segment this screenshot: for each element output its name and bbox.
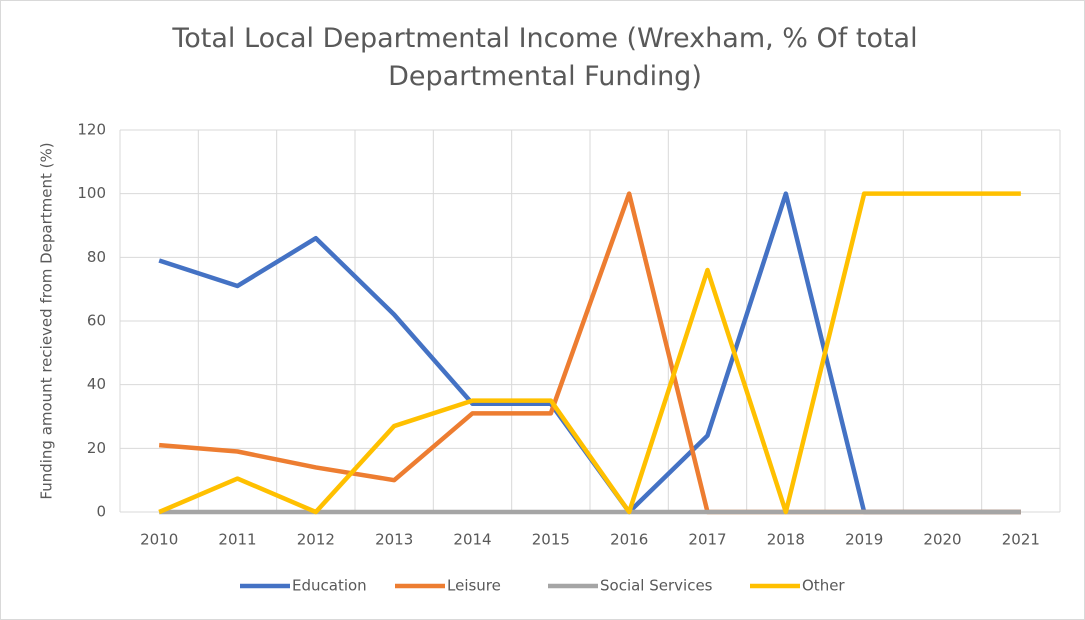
x-tick-label: 2010 bbox=[140, 531, 178, 549]
legend-label: Social Services bbox=[600, 577, 713, 595]
legend-label: Education bbox=[292, 577, 367, 595]
x-tick-label: 2013 bbox=[375, 531, 413, 549]
x-tick-label: 2015 bbox=[532, 531, 570, 549]
x-tick-label: 2020 bbox=[923, 531, 961, 549]
y-axis-label: Funding amount recieved from Department … bbox=[38, 142, 56, 499]
y-tick-label: 120 bbox=[77, 121, 106, 139]
chart-title: Total Local Departmental Income (Wrexham… bbox=[172, 23, 918, 92]
x-tick-label: 2011 bbox=[218, 531, 256, 549]
y-tick-label: 0 bbox=[96, 503, 106, 521]
legend-label: Other bbox=[802, 577, 845, 595]
y-tick-label: 40 bbox=[87, 375, 106, 393]
x-tick-label: 2012 bbox=[297, 531, 335, 549]
y-tick-label: 80 bbox=[87, 248, 106, 266]
data-line bbox=[158, 191, 1021, 515]
x-tick-label: 2018 bbox=[767, 531, 805, 549]
y-tick-label: 20 bbox=[87, 439, 106, 457]
x-tick-label: 2014 bbox=[453, 531, 491, 549]
x-tick-label: 2021 bbox=[1002, 531, 1040, 549]
y-tick-label: 100 bbox=[77, 184, 106, 202]
legend-label: Leisure bbox=[447, 577, 501, 595]
x-tick-label: 2016 bbox=[610, 531, 648, 549]
y-tick-label: 60 bbox=[87, 312, 106, 330]
x-tick-label: 2017 bbox=[688, 531, 726, 549]
x-tick-label: 2019 bbox=[845, 531, 883, 549]
